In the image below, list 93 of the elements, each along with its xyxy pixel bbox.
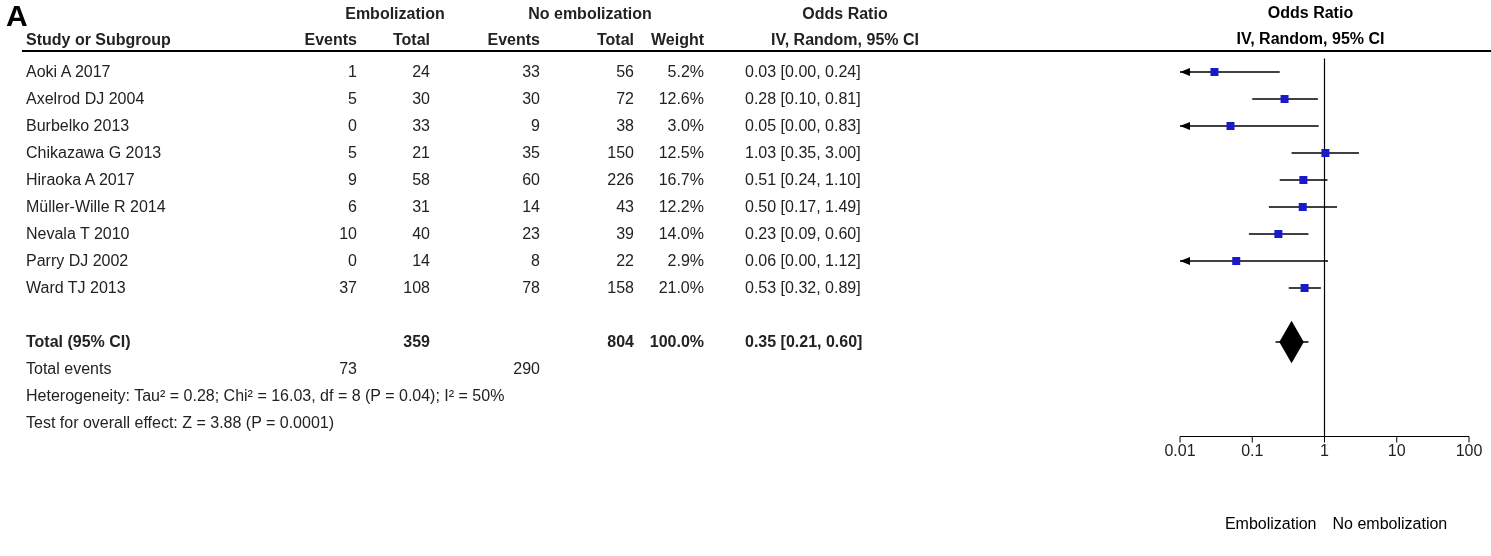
text: 21.0%	[658, 278, 704, 298]
text: 0.28 [0.10, 0.81]	[745, 89, 861, 109]
text: No embolization	[528, 4, 652, 24]
text: Odds Ratio	[802, 4, 888, 24]
text: Müller-Wille R 2014	[26, 197, 166, 217]
x-tick-label: 1	[1320, 441, 1330, 459]
text: 0.06 [0.00, 1.12]	[745, 251, 861, 271]
text: 158	[607, 278, 634, 298]
text: Heterogeneity: Tau² = 0.28; Chi² = 16.03, df = 8 (P = 0.04); I² = 50%	[26, 386, 505, 406]
text: 24	[412, 62, 430, 82]
text: Weight	[650, 30, 704, 50]
text: Aoki A 2017	[26, 62, 111, 82]
text: 5.2%	[667, 62, 704, 82]
text: 30	[522, 89, 540, 109]
text: 0.03 [0.00, 0.24]	[745, 62, 861, 82]
text: 14	[522, 197, 540, 217]
text: Events	[487, 30, 540, 50]
chart-title: Odds Ratio	[1266, 4, 1355, 22]
text: 100.0%	[649, 332, 704, 352]
text: 0.50 [0.17, 1.49]	[745, 197, 861, 217]
text: 14.0%	[658, 224, 704, 244]
text: 0.51 [0.24, 1.10]	[745, 170, 861, 190]
text: Parry DJ 2002	[26, 251, 129, 271]
text: 37	[339, 278, 357, 298]
text: 21	[412, 143, 430, 163]
text: 0	[348, 116, 357, 136]
text: 226	[607, 170, 634, 190]
text: Embolization	[345, 4, 445, 24]
text: Nevala T 2010	[26, 224, 130, 244]
text: 150	[607, 143, 634, 163]
text: 290	[513, 359, 540, 379]
text: Total	[596, 30, 634, 50]
text: Chikazawa G 2013	[26, 143, 162, 163]
text: Axelrod DJ 2004	[26, 89, 145, 109]
text: 12.6%	[658, 89, 704, 109]
text: 359	[403, 332, 430, 352]
text: 0.53 [0.32, 0.89]	[745, 278, 861, 298]
text: 58	[412, 170, 430, 190]
text: 5	[348, 89, 357, 109]
text: 14	[412, 251, 430, 271]
text: 60	[522, 170, 540, 190]
x-tick-label: 0.01	[1164, 441, 1196, 459]
text: 12.5%	[658, 143, 704, 163]
text: 0.05 [0.00, 0.83]	[745, 116, 861, 136]
text: Embolization	[1224, 515, 1317, 533]
text: 0.23 [0.09, 0.60]	[745, 224, 861, 244]
text: 9	[348, 170, 357, 190]
x-tick-label: 10	[1387, 441, 1406, 459]
text: 38	[616, 116, 634, 136]
x-tick-label: 100	[1455, 441, 1483, 459]
text: Total events	[26, 359, 112, 379]
x-tick-label: 0.1	[1241, 441, 1264, 459]
text: 0	[348, 251, 357, 271]
text: 1	[348, 62, 357, 82]
text: 73	[339, 359, 357, 379]
text: 23	[522, 224, 540, 244]
text: 16.7%	[658, 170, 704, 190]
text: 0.35 [0.21, 0.60]	[745, 332, 863, 352]
text: 6	[348, 197, 357, 217]
text: Total	[392, 30, 430, 50]
text: 33	[522, 62, 540, 82]
text: 78	[522, 278, 540, 298]
text: 22	[616, 251, 634, 271]
text: 5	[348, 143, 357, 163]
text: IV, Random, 95% CI	[771, 30, 919, 50]
text: 35	[522, 143, 540, 163]
text: 9	[531, 116, 540, 136]
text: 72	[616, 89, 634, 109]
text: Total (95% CI)	[26, 332, 131, 352]
text: 31	[412, 197, 430, 217]
text: Study or Subgroup	[26, 30, 171, 50]
text: A	[6, 0, 28, 32]
text: No embolization	[1332, 515, 1448, 533]
text: 39	[616, 224, 634, 244]
text: 3.0%	[667, 116, 704, 136]
text: 804	[607, 332, 634, 352]
text: 8	[531, 251, 540, 271]
text: Burbelko 2013	[26, 116, 130, 136]
text: 12.2%	[658, 197, 704, 217]
text: 56	[616, 62, 634, 82]
text: 10	[339, 224, 357, 244]
text: 43	[616, 197, 634, 217]
chart-subtitle: IV, Random, 95% CI	[1235, 30, 1386, 48]
text: 30	[412, 89, 430, 109]
text: Test for overall effect: Z = 3.88 (P = 0.0001)	[26, 413, 335, 433]
text: Hiraoka A 2017	[26, 170, 135, 190]
text: 2.9%	[667, 251, 704, 271]
text: 33	[412, 116, 430, 136]
text: Ward TJ 2013	[26, 278, 126, 298]
text: 40	[412, 224, 430, 244]
text: 1.03 [0.35, 3.00]	[745, 143, 861, 163]
text: 108	[403, 278, 430, 298]
text: Events	[304, 30, 357, 50]
